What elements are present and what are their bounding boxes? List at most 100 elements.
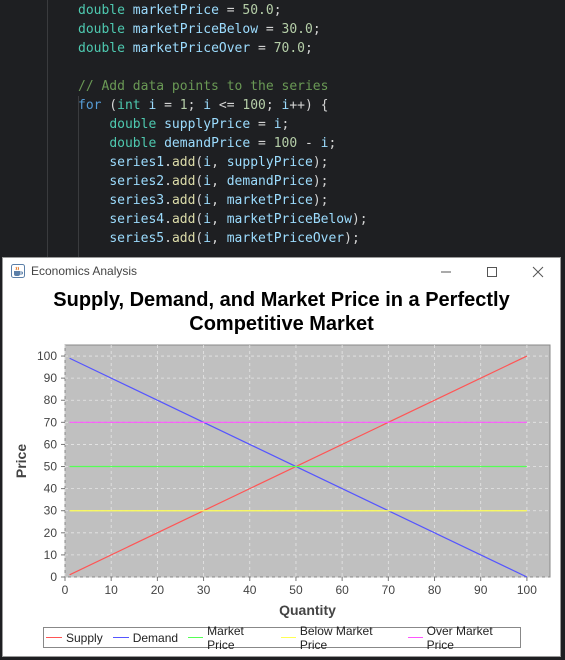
code-token: i xyxy=(203,193,212,208)
code-token: = xyxy=(156,98,180,113)
legend-item: Demand xyxy=(112,630,179,645)
line-chart: 0 10 20 30 40 50 60 70 80 90 100 0 10 20 30 40 50 60 70 80 9… xyxy=(13,344,551,618)
code-token: , xyxy=(211,155,227,170)
code-token: ); xyxy=(312,193,329,208)
code-line: double supplyPrice = i; xyxy=(78,117,289,132)
y-tick-label: 90 xyxy=(44,371,58,385)
code-token: marketPrice xyxy=(132,3,219,18)
code-token: ++) { xyxy=(289,98,329,113)
x-tick-label: 10 xyxy=(105,583,119,597)
code-token: marketPriceOver xyxy=(226,231,345,246)
y-axis-label: Price xyxy=(13,444,29,478)
code-token: , xyxy=(211,193,227,208)
code-token: add xyxy=(171,212,196,227)
x-tick-label: 100 xyxy=(517,583,537,597)
code-token: ( xyxy=(195,231,204,246)
code-token: series5 xyxy=(109,231,165,246)
code-token: marketPriceOver xyxy=(132,41,251,56)
code-token xyxy=(78,136,109,151)
code-token: demandPrice xyxy=(164,136,251,151)
code-token: i xyxy=(203,155,212,170)
code-token xyxy=(156,136,164,151)
indent-guide xyxy=(47,0,48,260)
code-token: i xyxy=(203,212,212,227)
code-token: . xyxy=(164,155,172,170)
code-token: double xyxy=(78,41,125,56)
code-token: ); xyxy=(344,231,360,246)
code-token: 1 xyxy=(179,98,188,113)
code-token: = xyxy=(218,3,243,18)
legend-item: Below Market Price xyxy=(280,624,398,652)
close-button[interactable] xyxy=(515,258,561,285)
code-token: ( xyxy=(195,193,204,208)
code-line: series5.add(i, marketPriceOver); xyxy=(78,231,360,246)
code-line: // Add data points to the series xyxy=(78,79,328,94)
x-tick-label: 50 xyxy=(289,583,303,597)
code-token: add xyxy=(171,174,196,189)
y-tick-label: 50 xyxy=(44,460,58,474)
y-tick-label: 70 xyxy=(44,415,58,429)
close-icon xyxy=(532,266,544,277)
window-titlebar[interactable]: Economics Analysis xyxy=(3,258,560,285)
y-tick-label: 100 xyxy=(37,349,57,363)
code-token: = xyxy=(258,22,282,37)
code-token: series1 xyxy=(109,155,165,170)
code-token: 50.0 xyxy=(242,3,274,18)
code-line: series2.add(i, demandPrice); xyxy=(78,174,328,189)
code-token xyxy=(78,155,109,170)
legend-label: Demand xyxy=(132,630,179,645)
code-token: ); xyxy=(312,155,329,170)
indent-guide xyxy=(78,96,79,260)
legend-swatch xyxy=(112,637,129,638)
code-token: . xyxy=(164,231,172,246)
y-tick-label: 60 xyxy=(44,437,58,451)
code-token: ( xyxy=(195,212,204,227)
code-token xyxy=(78,117,109,132)
code-token: ); xyxy=(312,174,329,189)
minimize-button[interactable] xyxy=(423,258,469,285)
minimize-icon xyxy=(441,271,451,272)
code-token: ; xyxy=(281,117,290,132)
x-tick-label: 0 xyxy=(62,583,69,597)
code-token: int xyxy=(117,98,141,113)
code-token xyxy=(156,117,164,132)
code-line: series1.add(i, supplyPrice); xyxy=(78,155,328,170)
code-token: for xyxy=(78,98,102,113)
code-token xyxy=(125,41,133,56)
code-token: add xyxy=(171,231,196,246)
x-tick-label: 60 xyxy=(335,583,349,597)
code-line: double marketPriceBelow = 30.0; xyxy=(78,22,321,37)
code-token: = xyxy=(250,41,274,56)
code-token: series3 xyxy=(109,193,165,208)
chart-legend: Supply Demand Market Price Below Market Pri… xyxy=(43,624,521,652)
code-line: double demandPrice = 100 - i; xyxy=(78,136,336,151)
java-coffee-cup-icon xyxy=(11,264,25,278)
x-tick-label: 30 xyxy=(197,583,211,597)
code-line: series4.add(i, marketPriceBelow); xyxy=(78,212,367,227)
code-token: demandPrice xyxy=(226,174,313,189)
chart-window[interactable]: Economics Analysis Supply, Demand, and M… xyxy=(2,257,561,657)
code-token: i xyxy=(273,117,282,132)
code-token: 70.0 xyxy=(273,41,305,56)
code-token xyxy=(78,193,109,208)
code-line: for (int i = 1; i <= 100; i++) { xyxy=(78,98,329,113)
legend-item: Over Market Price xyxy=(407,624,518,652)
code-token xyxy=(125,3,133,18)
code-token: 30.0 xyxy=(281,22,313,37)
code-token: double xyxy=(78,3,125,18)
code-token: series2 xyxy=(109,174,165,189)
x-tick-label: 20 xyxy=(151,583,165,597)
series-line xyxy=(69,357,528,578)
code-editor[interactable]: double marketPrice = 50.0; double marketP… xyxy=(0,0,565,260)
x-tick-label: 80 xyxy=(428,583,442,597)
code-token: i xyxy=(320,136,329,151)
code-token: ; xyxy=(312,22,321,37)
window-title: Economics Analysis xyxy=(31,264,138,278)
code-token: , xyxy=(211,174,227,189)
code-token xyxy=(125,22,133,37)
y-tick-label: 30 xyxy=(44,504,58,518)
maximize-button[interactable] xyxy=(469,258,515,285)
legend-label: Market Price xyxy=(207,623,244,652)
code-token: // Add data points to the series xyxy=(78,79,329,94)
chart-title: Supply, Demand, and Market Price in a Pe… xyxy=(53,289,510,335)
